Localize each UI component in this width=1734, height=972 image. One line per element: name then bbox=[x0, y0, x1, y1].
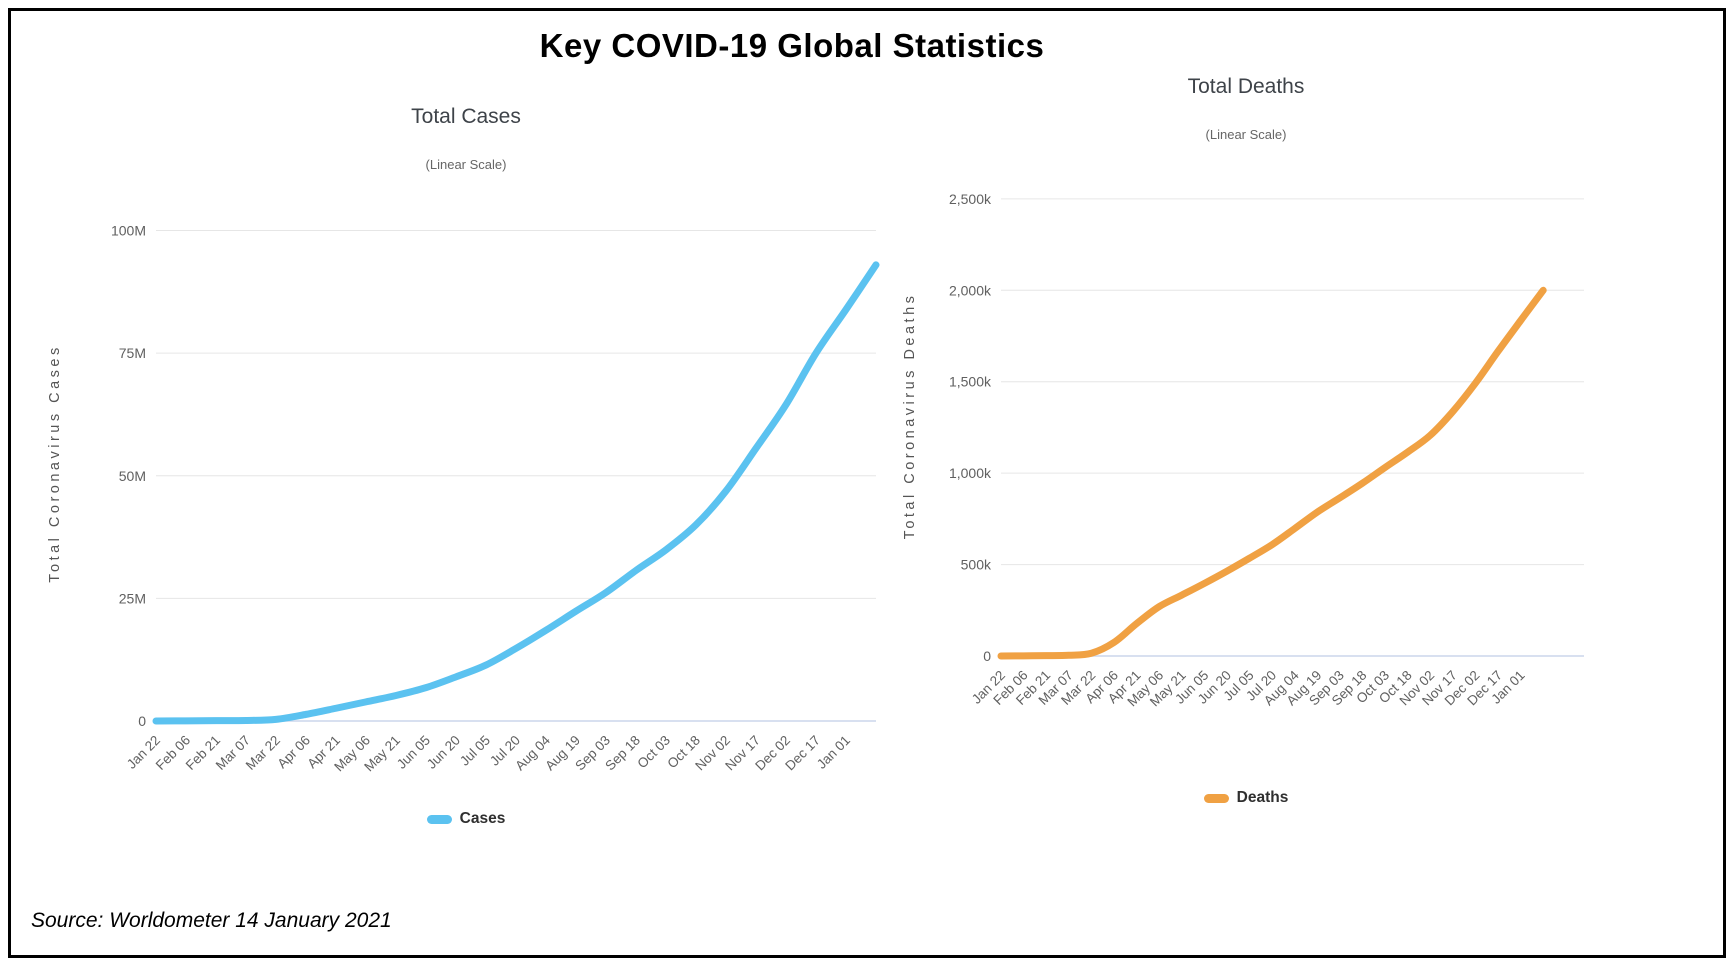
deaths-legend-marker-icon bbox=[1203, 793, 1229, 803]
source-note: Source: Worldometer 14 January 2021 bbox=[31, 909, 392, 932]
cases-chart-title: Total Cases bbox=[411, 105, 521, 128]
svg-text:Oct 03: Oct 03 bbox=[634, 733, 673, 772]
deaths-line-chart: 0 500k 1,000k 1,500k 2,000k 2,500k Total Coron… bbox=[902, 191, 1584, 709]
deaths-chart-panel: Total Deaths (Linear Scale) 0 500k 1,000k 1… bbox=[896, 65, 1596, 807]
svg-text:0: 0 bbox=[983, 648, 991, 664]
svg-text:100M: 100M bbox=[111, 223, 146, 239]
svg-text:Jan 01: Jan 01 bbox=[814, 733, 853, 772]
deaths-series-line bbox=[997, 286, 1547, 660]
svg-text:1,000k: 1,000k bbox=[949, 465, 992, 481]
y-axis-title: Total Coronavirus Cases bbox=[47, 344, 63, 582]
svg-text:Mar 22: Mar 22 bbox=[243, 733, 283, 773]
y-axis-ticks: 0 25M 50M 75M 100M bbox=[111, 223, 876, 729]
cases-legend-marker-icon bbox=[426, 814, 452, 824]
cases-legend-item[interactable]: Cases bbox=[426, 810, 506, 828]
svg-text:Jun 20: Jun 20 bbox=[424, 733, 463, 772]
svg-text:2,500k: 2,500k bbox=[949, 191, 992, 207]
deaths-chart-title: Total Deaths bbox=[1187, 75, 1305, 98]
deaths-legend-label: Deaths bbox=[1236, 789, 1289, 806]
svg-text:0: 0 bbox=[138, 713, 146, 729]
y-axis-title: Total Coronavirus Deaths bbox=[902, 293, 918, 540]
svg-text:25M: 25M bbox=[119, 590, 146, 606]
deaths-legend-item[interactable]: Deaths bbox=[1203, 789, 1289, 807]
cases-chart-panel: Total Cases (Linear Scale) 0 25M 50M 75M 100… bbox=[36, 65, 896, 828]
svg-text:2,000k: 2,000k bbox=[949, 282, 992, 298]
cases-line-chart: 0 25M 50M 75M 100M Total Coronavirus Cases Jan… bbox=[47, 223, 880, 774]
figure-frame: Key COVID-19 Global Statistics Total Cas… bbox=[8, 8, 1726, 958]
page-title: Key COVID-19 Global Statistics bbox=[539, 27, 1045, 64]
svg-text:500k: 500k bbox=[961, 557, 992, 573]
svg-text:50M: 50M bbox=[119, 468, 146, 484]
cases-series-line bbox=[152, 261, 880, 725]
svg-text:Jul 05: Jul 05 bbox=[457, 733, 493, 769]
svg-text:Apr 06: Apr 06 bbox=[274, 733, 313, 772]
charts-row: Total Cases (Linear Scale) 0 25M 50M 75M 100… bbox=[11, 65, 1723, 828]
deaths-chart-subtitle: (Linear Scale) bbox=[1205, 127, 1287, 142]
cases-legend-label: Cases bbox=[459, 810, 506, 827]
y-axis-ticks: 0 500k 1,000k 1,500k 2,000k 2,500k bbox=[949, 191, 1584, 664]
svg-text:75M: 75M bbox=[119, 345, 146, 361]
cases-chart-subtitle: (Linear Scale) bbox=[425, 157, 507, 172]
svg-text:1,500k: 1,500k bbox=[949, 374, 992, 390]
